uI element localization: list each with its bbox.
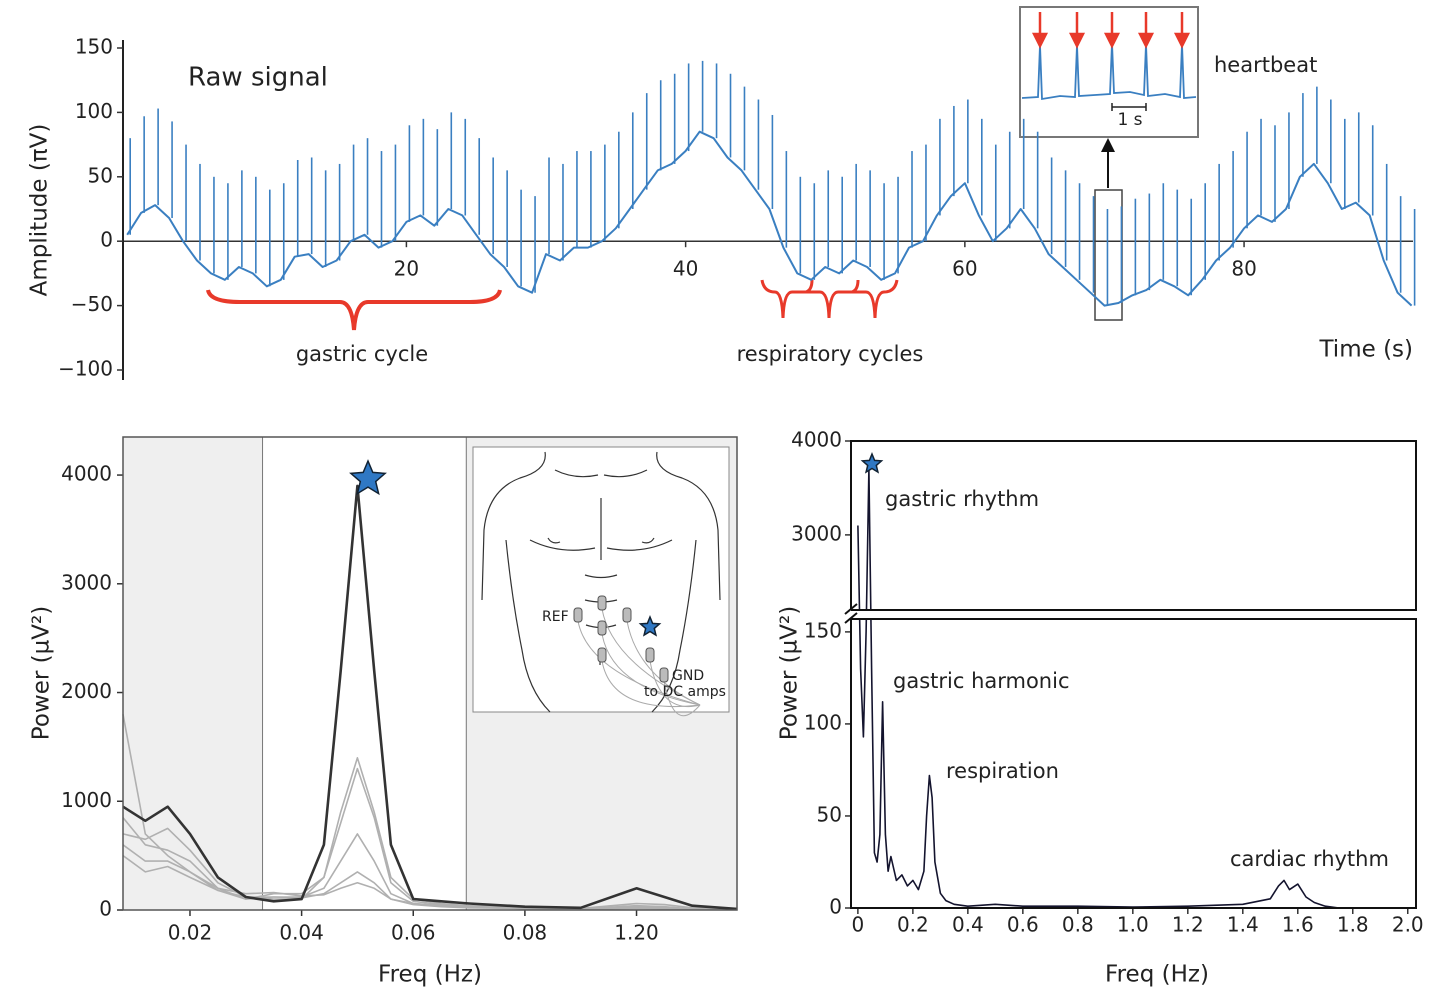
y-tick-label: 100 [804, 710, 842, 734]
series-line [122, 714, 738, 911]
electrode [597, 647, 607, 663]
wire [577, 620, 701, 706]
scale-bar [1111, 103, 1147, 111]
annotation: heartbeat [1214, 53, 1317, 77]
x-tick-label: 1.0 [1117, 913, 1149, 937]
y-axis-label: Power (µV²) [29, 606, 55, 740]
raw-signal-panel: Raw signal Amplitude (πV) Time (s) gastr… [27, 6, 1416, 381]
chart-title: Raw signal [188, 63, 328, 93]
scale-label: 1 s [1117, 110, 1142, 130]
electrode [597, 620, 607, 636]
annotation: GND [672, 668, 704, 684]
wire [649, 660, 701, 707]
star-marker [860, 452, 884, 474]
plot-frame [850, 440, 1417, 909]
y-tick-label: 1000 [61, 788, 112, 812]
x-tick-label: 0.2 [897, 913, 929, 937]
annotation: respiratory cycles [737, 342, 924, 366]
x-tick-label: 40 [673, 257, 698, 281]
x-tick-label: 1.20 [614, 921, 659, 945]
electrode [645, 647, 655, 663]
series-line [126, 130, 1413, 307]
x-tick-label: 0.04 [279, 921, 324, 945]
annotation: to DC amps [644, 684, 726, 700]
x-axis-label: Freq (Hz) [1105, 962, 1209, 988]
plot-area [851, 441, 1416, 908]
x-tick-label: 0 [852, 913, 865, 937]
electrode [622, 607, 632, 623]
electrode [597, 595, 607, 611]
x-tick-label: 0.02 [168, 921, 213, 945]
x-tick-label: 1.8 [1337, 913, 1369, 937]
beat-arrows [1031, 12, 1191, 49]
series-line [857, 468, 1340, 909]
y-tick-label: 100 [75, 99, 113, 123]
x-tick-label: 0.08 [503, 921, 548, 945]
y-tick-label: 50 [817, 802, 842, 826]
y-tick-label: 4000 [61, 462, 112, 486]
x-tick-label: 1.6 [1282, 913, 1314, 937]
heartbeat-inset [1019, 6, 1199, 138]
y-tick-label: 2000 [61, 679, 112, 703]
wire [601, 633, 701, 706]
annotation: gastric harmonic [893, 669, 1070, 693]
y-axis-label: Amplitude (πV) [27, 124, 53, 297]
x-tick-label: 0.6 [1007, 913, 1039, 937]
stopband-shade [123, 437, 263, 910]
annotation: respiration [946, 759, 1059, 783]
y-tick-label: 0 [99, 897, 112, 921]
x-tick-label: 0.8 [1062, 913, 1094, 937]
annotation: gastric cycle [296, 342, 428, 366]
electrode [573, 607, 583, 623]
electrode [659, 667, 669, 683]
wire [663, 680, 701, 717]
axis-break [844, 603, 858, 624]
plot-background [851, 441, 1416, 908]
x-tick-label: 80 [1231, 257, 1256, 281]
y-tick-label: 3000 [791, 521, 842, 545]
y-tick-label: −100 [58, 357, 113, 381]
spectrum-panel: Power (µV²) Freq (Hz) 0 1000 2000 3000 4000 0… [29, 436, 738, 988]
y-tick-label: 50 [88, 163, 113, 187]
x-tick-label: 60 [952, 257, 977, 281]
y-tick-label: 150 [75, 35, 113, 59]
x-tick-label: 1.4 [1227, 913, 1259, 937]
plot-frame [122, 436, 738, 911]
annotation: cardiac rhythm [1230, 847, 1389, 871]
y-tick-label: 0 [100, 228, 113, 252]
respiratory-bracket [760, 279, 899, 319]
star-marker [638, 615, 662, 637]
inset-frame [472, 446, 730, 713]
annotation: gastric rhythm [885, 487, 1039, 511]
x-axis-label: Freq (Hz) [378, 962, 482, 988]
y-tick-label: 0 [829, 895, 842, 919]
y-tick-label: −50 [71, 292, 113, 316]
broken-spectrum-panel: Power (µV²) Freq (Hz) 0 50 100 150 3000 4000 0… [777, 428, 1428, 988]
wire [626, 620, 701, 706]
y-axis-label: Power (µV²) [777, 606, 803, 740]
y-tick-label: 4000 [791, 428, 842, 452]
x-tick-label: 20 [394, 257, 419, 281]
star-marker [349, 459, 387, 496]
y-tick-label: 3000 [61, 570, 112, 594]
gastric-bracket [206, 289, 502, 331]
annotation: REF [542, 609, 569, 625]
series-line [122, 757, 738, 911]
series-line [122, 484, 738, 911]
x-tick-label: 0.4 [952, 913, 984, 937]
x-axis-label: Time (s) [1318, 337, 1413, 363]
x-tick-label: 0.06 [391, 921, 436, 945]
zoom-arrow-head [1101, 138, 1115, 152]
x-tick-label: 1.2 [1172, 913, 1204, 937]
y-tick-label: 150 [804, 618, 842, 642]
x-tick-label: 2.0 [1392, 913, 1424, 937]
axis-gap [839, 611, 1428, 618]
